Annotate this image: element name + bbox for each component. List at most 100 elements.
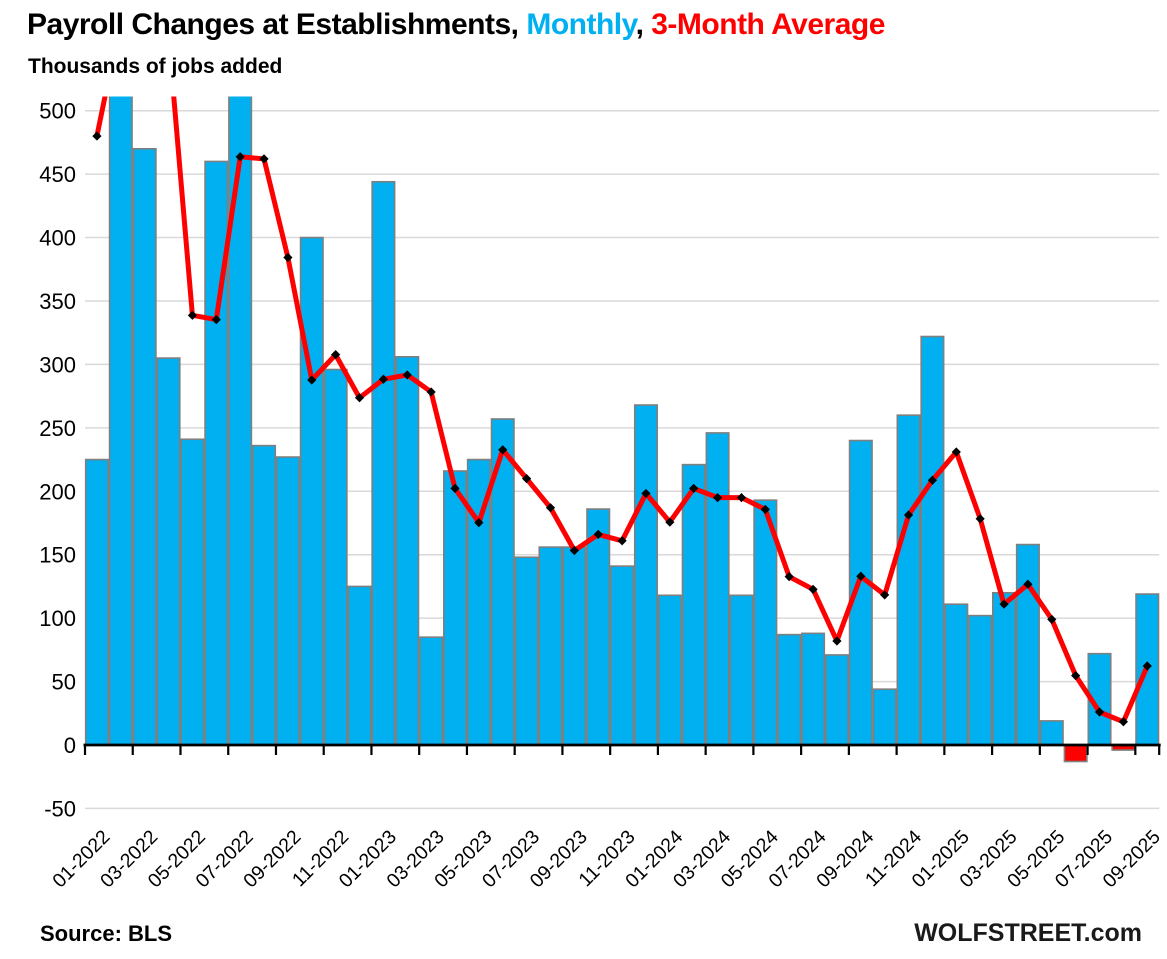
bar-07-2022: [228, 96, 253, 746]
avg-marker-11-2023: [617, 536, 627, 546]
avg-marker-01-2025: [951, 447, 961, 457]
avg-marker-03-2024: [712, 493, 723, 503]
avg-marker-03-2022: [140, 64, 149, 73]
chart-title-separator: ,: [635, 8, 652, 41]
avg-marker-08-2024: [832, 636, 842, 646]
avg-marker-03-2025: [999, 599, 1009, 609]
bar-11-2023: [610, 565, 635, 746]
y-axis-label-250: 250: [39, 416, 76, 441]
avg-marker-06-2024: [784, 572, 794, 582]
bar-08-2022: [251, 444, 277, 746]
source-label: Source: BLS: [40, 921, 173, 946]
avg-marker-05-2022: [187, 310, 198, 320]
bar-10-2023: [586, 508, 611, 746]
bar-02-2025: [968, 614, 993, 746]
avg-marker-06-2023: [498, 445, 508, 455]
bar-09-2022: [275, 456, 300, 746]
y-axis-label-0: 0: [64, 733, 76, 758]
avg-marker-02-2022: [116, 15, 125, 24]
avg-marker-01-2022: [92, 131, 102, 141]
avg-marker-03-2023: [426, 387, 436, 397]
bar-05-2025: [1039, 720, 1064, 746]
y-axis-label-200: 200: [39, 479, 76, 504]
avg-marker-11-2024: [903, 510, 914, 520]
avg-marker-02-2025: [975, 514, 985, 524]
bar-07-2023: [514, 556, 539, 746]
chart-title-monthly: Monthly: [526, 8, 636, 41]
bar-11-2022: [323, 368, 348, 746]
avg-marker-09-2023: [569, 545, 579, 556]
bar-03-2022: [132, 147, 157, 746]
bar-11-2024: [896, 414, 921, 746]
y-axis-label--50: -50: [44, 796, 76, 821]
avg-marker-12-2023: [641, 488, 651, 499]
y-axis-label-150: 150: [39, 543, 76, 568]
avg-marker-09-2025: [1142, 661, 1152, 671]
avg-marker-12-2024: [927, 475, 938, 485]
chart-subtitle: Thousands of jobs added: [28, 55, 283, 78]
bar-08-2023: [538, 546, 563, 746]
avg-marker-11-2022: [331, 350, 341, 360]
avg-marker-07-2022: [235, 152, 245, 162]
avg-marker-07-2024: [808, 584, 818, 594]
avg-marker-04-2025: [1023, 579, 1033, 589]
bar-12-2022: [347, 585, 372, 746]
bar-01-2024: [657, 594, 682, 746]
y-axis-label-300: 300: [39, 352, 76, 377]
avg-marker-01-2024: [665, 517, 675, 527]
avg-marker-01-2023: [378, 374, 388, 384]
bar-07-2024: [801, 632, 826, 746]
avg-marker-04-2022: [164, 30, 173, 39]
avg-marker-12-2022: [354, 393, 365, 403]
avg-marker-08-2025: [1118, 717, 1128, 727]
y-axis-label-500: 500: [39, 99, 76, 124]
bar-02-2024: [681, 463, 706, 746]
avg-marker-09-2022: [283, 252, 293, 263]
y-axis-label-450: 450: [39, 162, 76, 187]
avg-marker-10-2023: [593, 529, 603, 540]
y-axis-label-400: 400: [39, 226, 76, 251]
avg-marker-09-2024: [856, 571, 866, 581]
avg-marker-10-2024: [880, 590, 890, 600]
avg-marker-10-2022: [307, 375, 317, 385]
bar-10-2022: [299, 236, 324, 746]
bar-01-2025: [944, 603, 969, 746]
y-axis-label-50: 50: [52, 670, 76, 695]
bar-08-2024: [824, 654, 849, 746]
avg-marker-04-2023: [450, 483, 460, 493]
avg-marker-07-2023: [522, 473, 532, 484]
bar-12-2024: [920, 335, 945, 746]
avg-marker-08-2023: [545, 503, 556, 513]
bar-06-2024: [777, 633, 802, 746]
avg-marker-05-2024: [760, 504, 770, 515]
wolfstreet-watermark: WOLFSTREET.com: [914, 919, 1142, 947]
bar-03-2024: [705, 432, 730, 746]
avg-marker-08-2022: [259, 154, 269, 164]
y-axis-label-350: 350: [39, 289, 76, 314]
bar-05-2022: [180, 438, 205, 746]
bar-01-2022: [84, 458, 109, 746]
avg-marker-06-2022: [211, 315, 221, 325]
avg-marker-04-2024: [736, 493, 747, 503]
bar-09-2023: [562, 546, 587, 746]
bar-02-2022: [108, 96, 133, 746]
chart-title: Payroll Changes at Establishments, Month…: [27, 8, 885, 42]
bar-04-2025: [1015, 543, 1040, 746]
bar-02-2023: [395, 356, 420, 746]
avg-marker-05-2025: [1047, 614, 1057, 625]
bar-04-2022: [156, 357, 181, 746]
avg-marker-05-2023: [474, 518, 484, 528]
chart-title-average: 3-Month Average: [651, 8, 885, 41]
avg-marker-02-2024: [689, 483, 699, 493]
bar-01-2023: [371, 180, 396, 746]
bar-12-2023: [633, 404, 659, 746]
bar-04-2024: [729, 594, 754, 746]
avg-marker-06-2025: [1071, 671, 1081, 681]
chart-title-main: Payroll Changes at Establishments,: [27, 8, 527, 41]
monthly-bars-series: [84, 96, 1160, 763]
y-axis-label-100: 100: [39, 606, 76, 631]
three-month-average-series: [92, 15, 1152, 727]
avg-marker-07-2025: [1094, 707, 1105, 717]
